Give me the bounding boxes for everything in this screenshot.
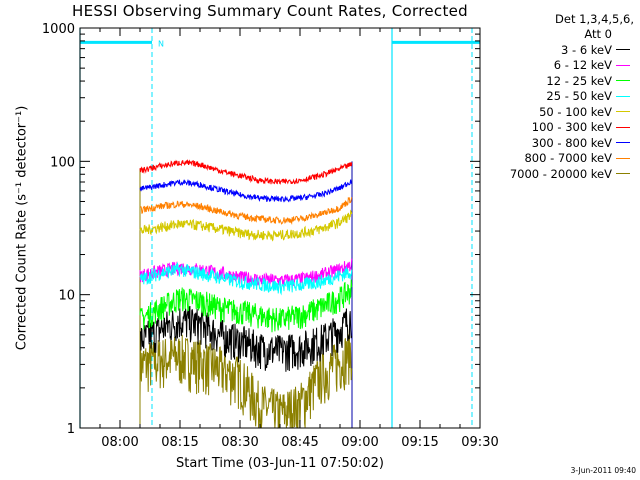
x-tick-label-3: 08:45 [281, 435, 318, 450]
legend-swatch [616, 95, 630, 97]
legend-swatch [616, 126, 630, 128]
legend-swatch [616, 157, 630, 159]
series-line-0 [139, 305, 353, 372]
x-tick-label-2: 08:30 [221, 435, 258, 450]
legend-label: 12 - 25 keV [546, 73, 612, 88]
series-line-4 [139, 209, 353, 242]
x-axis-label: Start Time (03-Jun-11 07:50:02) [176, 456, 384, 471]
y-axis-label: Corrected Count Rate (s⁻¹ detector⁻¹) [14, 105, 30, 351]
series-line-6 [139, 179, 353, 203]
legend-label: 100 - 300 keV [531, 120, 612, 135]
series-line-5 [139, 159, 353, 185]
legend-entry: 25 - 50 keV [484, 89, 634, 105]
chart-title: HESSI Observing Summary Count Rates, Cor… [72, 2, 468, 20]
legend-label: 7000 - 20000 keV [509, 166, 612, 181]
legend: Det 1,3,4,5,6, Att 0 3 - 6 keV 6 - 12 keV… [484, 12, 634, 182]
legend-swatch [616, 142, 630, 144]
y-tick-label-3: 1000 [42, 22, 75, 37]
legend-entry: 6 - 12 keV [484, 58, 634, 74]
x-tick-label-4: 09:00 [341, 435, 378, 450]
x-tick-label-5: 09:15 [401, 435, 438, 450]
legend-entry: 800 - 7000 keV [484, 151, 634, 167]
series-line-8 [139, 329, 353, 429]
x-tick-label-1: 08:15 [161, 435, 198, 450]
legend-swatch [616, 80, 630, 82]
legend-label: 800 - 7000 keV [524, 151, 612, 166]
series-line-7 [139, 196, 353, 226]
legend-entry: 300 - 800 keV [484, 135, 634, 151]
timestamp: 3-Jun-2011 09:40 [570, 466, 636, 475]
annotation-0: N [158, 39, 164, 48]
legend-label: 3 - 6 keV [561, 42, 612, 57]
legend-swatch [616, 173, 630, 175]
legend-header-attenuator: Att 0 [584, 27, 612, 41]
legend-swatch [616, 111, 630, 113]
legend-label: 300 - 800 keV [531, 135, 612, 150]
legend-swatch [616, 49, 630, 51]
legend-entry: 50 - 100 keV [484, 104, 634, 120]
legend-entry: 100 - 300 keV [484, 120, 634, 136]
legend-entry: 3 - 6 keV [484, 42, 634, 58]
y-tick-label-1: 10 [58, 289, 75, 304]
legend-swatch [616, 64, 630, 66]
series-line-3 [139, 261, 353, 296]
y-tick-label-0: 1 [67, 422, 75, 437]
legend-label: 50 - 100 keV [539, 104, 612, 119]
x-tick-label-6: 09:30 [461, 435, 498, 450]
legend-header-detectors: Det 1,3,4,5,6, [555, 12, 634, 26]
legend-label: 25 - 50 keV [546, 89, 612, 104]
y-tick-label-2: 100 [50, 155, 75, 170]
series-line-2 [139, 279, 353, 333]
legend-entry: 12 - 25 keV [484, 73, 634, 89]
legend-entry: 7000 - 20000 keV [484, 166, 634, 182]
legend-label: 6 - 12 keV [553, 58, 612, 73]
x-tick-label-0: 08:00 [101, 435, 138, 450]
